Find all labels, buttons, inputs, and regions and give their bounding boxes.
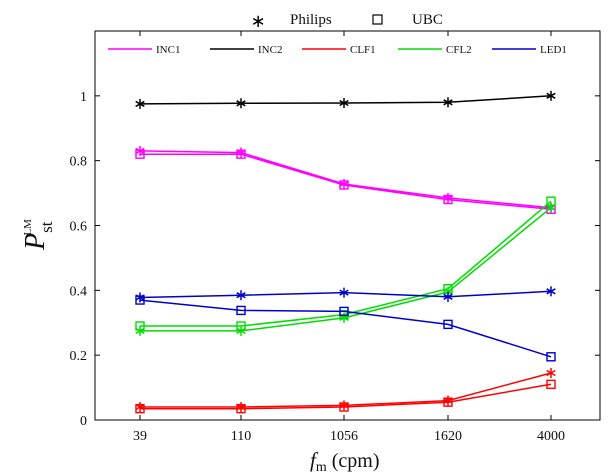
y-tick-label: 0.4 <box>70 284 88 299</box>
x-axis-label-unit: (cpm) <box>332 450 380 472</box>
plot-area <box>94 30 601 421</box>
series-line-led1-ubc <box>139 299 552 358</box>
series-line-inc1-ubc <box>140 153 552 211</box>
point-clf1-ubc <box>339 402 349 412</box>
x-axis: 39 110 1056 1620 4000 <box>133 31 565 444</box>
y-tick-label: 0 <box>80 414 87 429</box>
point-inc1-ubc <box>339 180 349 190</box>
x-axis-label: fm (cpm) <box>310 448 380 473</box>
legend-label-led1: LED1 <box>540 44 567 56</box>
y-axis-label: PstLM <box>20 219 56 251</box>
point-inc1-ubc <box>135 149 145 159</box>
point-clf1-philips <box>546 367 556 378</box>
x-tick-label: 1620 <box>434 429 462 444</box>
series-legend: INC1 INC2 CLF1 CFL2 LED1 <box>108 44 567 56</box>
point-led1-philips <box>236 290 246 301</box>
point-led1-ubc <box>443 319 453 330</box>
series-line-inc1-philips <box>139 150 552 209</box>
point-led1-philips <box>443 291 453 302</box>
x-axis-label-main: f <box>310 448 319 472</box>
point-inc2-philips <box>443 97 453 108</box>
point-led1-ubc <box>339 306 349 317</box>
point-cfl2-philips <box>236 325 246 336</box>
legend-label-cfl2: CFL2 <box>446 44 472 56</box>
point-cfl2-ubc <box>236 321 246 331</box>
point-led1-ubc <box>135 295 145 305</box>
top-legend: ∗ Philips UBC <box>250 11 442 32</box>
y-tick-label: 0.6 <box>70 220 88 235</box>
point-clf1-ubc <box>236 403 246 414</box>
y-axis: 0 0.2 0.4 0.6 0.8 1 <box>70 90 600 429</box>
point-led1-ubc <box>236 305 246 316</box>
point-clf1-ubc <box>546 379 556 390</box>
x-tick-label: 110 <box>231 429 251 444</box>
point-inc2-philips <box>546 90 556 101</box>
series-line-clf1-ubc <box>140 383 552 410</box>
series-line-cfl2-ubc <box>140 200 552 327</box>
series-line-cfl2-philips <box>140 207 552 332</box>
point-inc2-philips <box>339 97 349 108</box>
y-axis-label-sub: st <box>37 221 56 233</box>
point-inc2-philips <box>135 98 145 109</box>
y-tick-label: 1 <box>80 90 87 105</box>
x-tick-label: 4000 <box>537 429 565 444</box>
point-cfl2-ubc <box>135 321 145 331</box>
y-tick-label: 0.8 <box>70 155 88 170</box>
point-inc1-ubc <box>443 194 453 205</box>
x-axis-label-sub: m <box>316 460 327 473</box>
y-tick-label: 0.2 <box>70 349 88 364</box>
x-tick-label: 1056 <box>330 429 358 444</box>
legend-ubc-label: UBC <box>412 12 443 28</box>
point-led1-ubc <box>546 352 556 362</box>
legend-label-clf1: CLF1 <box>350 44 376 56</box>
series-layer <box>135 90 556 414</box>
point-led1-philips <box>339 287 349 298</box>
point-clf1-ubc <box>443 397 453 407</box>
legend-marker-philips-icon: ∗ <box>250 11 265 32</box>
y-axis-label-main: P <box>20 233 51 251</box>
point-inc2-philips <box>236 98 246 109</box>
point-inc1-ubc <box>236 149 246 159</box>
point-clf1-ubc <box>135 403 145 414</box>
point-cfl2-ubc <box>546 196 556 206</box>
legend-philips-label: Philips <box>290 12 332 28</box>
y-axis-label-sup: LM <box>22 219 34 236</box>
x-tick-label: 39 <box>133 429 147 444</box>
point-cfl2-philips <box>135 325 145 336</box>
point-led1-philips <box>546 286 556 297</box>
legend-marker-ubc-icon <box>372 14 383 25</box>
legend-label-inc2: INC2 <box>258 44 282 56</box>
legend-label-inc1: INC1 <box>156 44 180 56</box>
series-line-clf1-philips <box>140 372 552 408</box>
point-cfl2-philips <box>546 202 556 213</box>
